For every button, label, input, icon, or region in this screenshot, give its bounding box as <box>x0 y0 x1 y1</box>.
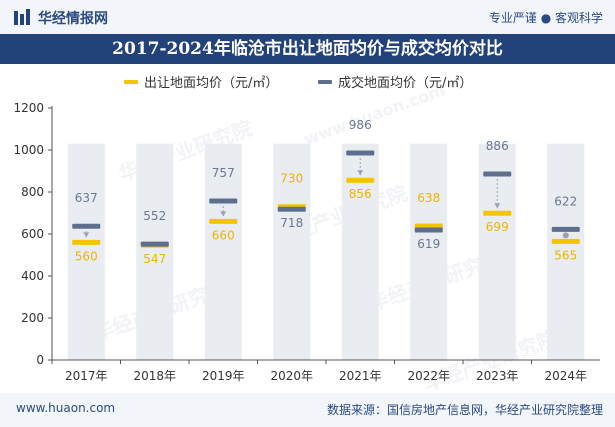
supply-marker <box>551 238 580 244</box>
chart-title: 2017-2024年临沧市出让地面均价与成交均价对比 <box>112 39 503 59</box>
deal-value-label: 619 <box>417 237 440 251</box>
deal-marker <box>551 226 580 232</box>
deal-marker <box>140 241 169 247</box>
supply-value-label: 547 <box>143 252 166 266</box>
deal-marker <box>414 227 443 233</box>
footer-bar <box>0 393 615 427</box>
y-tick-label: 800 <box>21 185 44 199</box>
y-tick-label: 1200 <box>13 101 44 115</box>
legend-swatch-supply <box>124 79 138 84</box>
deal-marker <box>483 171 512 177</box>
x-tick-label: 2023年 <box>476 369 519 383</box>
connector-dot <box>562 232 569 239</box>
category-column <box>204 143 242 360</box>
supply-value-label: 660 <box>212 228 235 242</box>
deal-value-label: 757 <box>212 166 235 180</box>
deal-value-label: 718 <box>280 216 303 230</box>
supply-value-label: 565 <box>554 248 577 262</box>
site-url[interactable]: www.huaon.com <box>16 401 116 415</box>
category-column <box>410 143 448 360</box>
y-tick-label: 0 <box>36 353 44 367</box>
legend-label-supply: 出让地面均价（元/㎡） <box>144 76 279 91</box>
connector-arrow <box>494 203 501 209</box>
category-column <box>136 143 174 360</box>
supply-marker <box>346 177 375 183</box>
brand-name: 华经情报网 <box>38 11 108 27</box>
category-column <box>547 143 585 360</box>
category-column <box>341 143 379 360</box>
x-tick-label: 2024年 <box>544 369 587 383</box>
category-column <box>273 143 311 360</box>
slogan: 专业严谨 ● 客观科学 <box>488 11 603 25</box>
top-bar <box>0 0 615 34</box>
connector-arrow <box>220 211 227 217</box>
category-column <box>67 143 105 360</box>
supply-value-label: 638 <box>417 191 440 205</box>
y-tick-label: 200 <box>21 311 44 325</box>
supply-marker <box>483 210 512 216</box>
logo-icon <box>14 9 30 25</box>
deal-value-label: 986 <box>349 118 372 132</box>
connector-arrow <box>83 232 90 238</box>
x-tick-label: 2017年 <box>65 369 108 383</box>
supply-value-label: 699 <box>486 220 509 234</box>
supply-value-label: 730 <box>280 172 303 186</box>
y-tick-label: 1000 <box>13 143 44 157</box>
deal-value-label: 622 <box>554 194 577 208</box>
x-tick-label: 2019年 <box>202 369 245 383</box>
legend-item-supply: 出让地面均价（元/㎡） <box>124 72 278 91</box>
deal-value-label: 552 <box>143 209 166 223</box>
legend-swatch-deal <box>318 79 332 84</box>
x-tick-label: 2022年 <box>407 369 450 383</box>
supply-marker <box>72 239 101 245</box>
x-tick-label: 2020年 <box>270 369 313 383</box>
legend: 出让地面均价（元/㎡） 成交地面均价（元/㎡） <box>0 72 615 91</box>
x-tick-label: 2018年 <box>133 369 176 383</box>
legend-label-deal: 成交地面均价（元/㎡） <box>338 76 473 91</box>
supply-marker <box>209 218 238 224</box>
deal-value-label: 886 <box>486 139 509 153</box>
title-bar <box>0 34 615 64</box>
x-tick-label: 2021年 <box>339 369 382 383</box>
y-tick-label: 600 <box>21 227 44 241</box>
connector-arrow <box>357 170 364 176</box>
chart-area: 0 200 400 600 800 1000 1200 2017年 560 637 2018年 547… <box>13 101 600 383</box>
supply-value-label: 560 <box>75 249 98 263</box>
deal-marker <box>72 223 101 229</box>
supply-marker <box>414 223 443 229</box>
supply-value-label: 856 <box>349 187 372 201</box>
y-tick-label: 400 <box>21 269 44 283</box>
data-source: 数据来源：国信房地产信息网，华经产业研究院整理 <box>326 403 603 417</box>
deal-marker <box>277 206 306 212</box>
legend-item-deal: 成交地面均价（元/㎡） <box>318 72 472 91</box>
deal-marker <box>346 150 375 156</box>
deal-marker <box>209 198 238 204</box>
deal-value-label: 637 <box>75 191 98 205</box>
